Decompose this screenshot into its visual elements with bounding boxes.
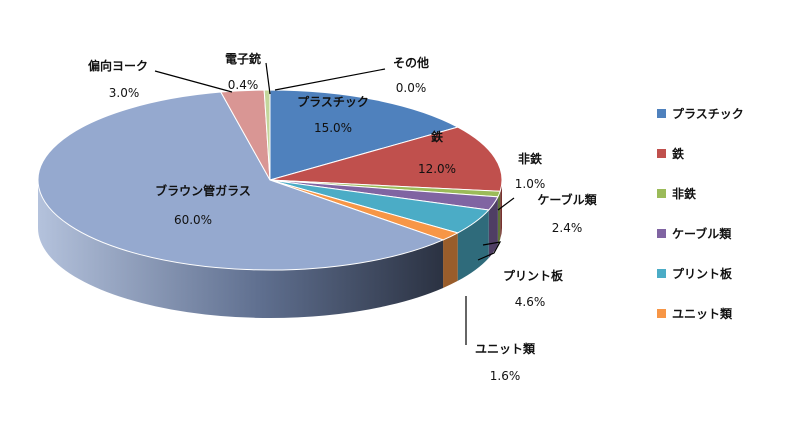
slice-side-4 bbox=[457, 209, 489, 281]
slice-value-8: 0.4% bbox=[228, 78, 259, 92]
slice-side-6 bbox=[38, 180, 444, 318]
slice-value-0: 15.0% bbox=[314, 121, 352, 135]
legend-label-3: ケーブル類 bbox=[672, 226, 732, 241]
legend-label-4: プリント板 bbox=[672, 266, 733, 281]
legend-label-2: 非鉄 bbox=[672, 186, 696, 201]
legend-swatch-5 bbox=[657, 309, 666, 318]
leader-line-8 bbox=[265, 62, 271, 95]
legend-swatch-2 bbox=[657, 189, 666, 198]
leader-lines bbox=[154, 62, 515, 345]
leader-line-3 bbox=[497, 197, 515, 211]
slice-value-9: 0.0% bbox=[396, 81, 427, 95]
slice-side-2 bbox=[497, 191, 501, 245]
leader-line-4 bbox=[477, 241, 502, 261]
slice-label-2: 非鉄 bbox=[518, 151, 542, 166]
slice-label-6: ブラウン管ガラス bbox=[155, 183, 251, 198]
slice-value-2: 1.0% bbox=[515, 177, 546, 191]
pie-top bbox=[37, 89, 503, 271]
legend-label-5: ユニット類 bbox=[672, 306, 733, 321]
legend-swatch-3 bbox=[657, 229, 666, 238]
leader-line-7 bbox=[154, 70, 233, 93]
slice-label-1: 鉄 bbox=[431, 129, 443, 144]
slice-value-7: 3.0% bbox=[109, 86, 140, 100]
slice-label-0: プラスチック bbox=[297, 94, 369, 109]
slice-labels: プラスチック 15.0% 鉄 12.0% 非鉄 1.0%ケーブル類 2.4% プリント板 4.6… bbox=[88, 51, 598, 383]
slice-label-8: 電子銃 bbox=[225, 51, 261, 66]
legend-swatch-4 bbox=[657, 269, 666, 278]
slice-label-7: 偏向ヨーク bbox=[88, 58, 148, 73]
slice-side-5 bbox=[443, 232, 458, 288]
legend-label-1: 鉄 bbox=[672, 146, 684, 161]
pie-slice-6 bbox=[37, 91, 445, 271]
slice-value-6: 60.0% bbox=[174, 213, 212, 227]
slice-value-4: 4.6% bbox=[515, 295, 546, 309]
slice-value-5: 1.6% bbox=[490, 369, 521, 383]
legend-swatch-1 bbox=[657, 149, 666, 158]
slice-label-4: プリント板 bbox=[503, 268, 564, 283]
slice-label-9: その他 bbox=[393, 55, 429, 70]
legend-swatch-0 bbox=[657, 109, 666, 118]
leader-line-9 bbox=[274, 68, 386, 91]
pie-slice-0 bbox=[269, 89, 460, 181]
legend-label-0: プラスチック bbox=[672, 106, 744, 121]
pie-slice-1 bbox=[269, 126, 503, 192]
slice-side-1 bbox=[500, 180, 502, 240]
pie-3d-side bbox=[38, 180, 502, 318]
slice-value-3: 2.4% bbox=[552, 221, 583, 235]
slice-label-5: ユニット類 bbox=[475, 341, 536, 356]
slice-value-1: 12.0% bbox=[418, 162, 456, 176]
slice-label-3: ケーブル類 bbox=[537, 192, 597, 207]
